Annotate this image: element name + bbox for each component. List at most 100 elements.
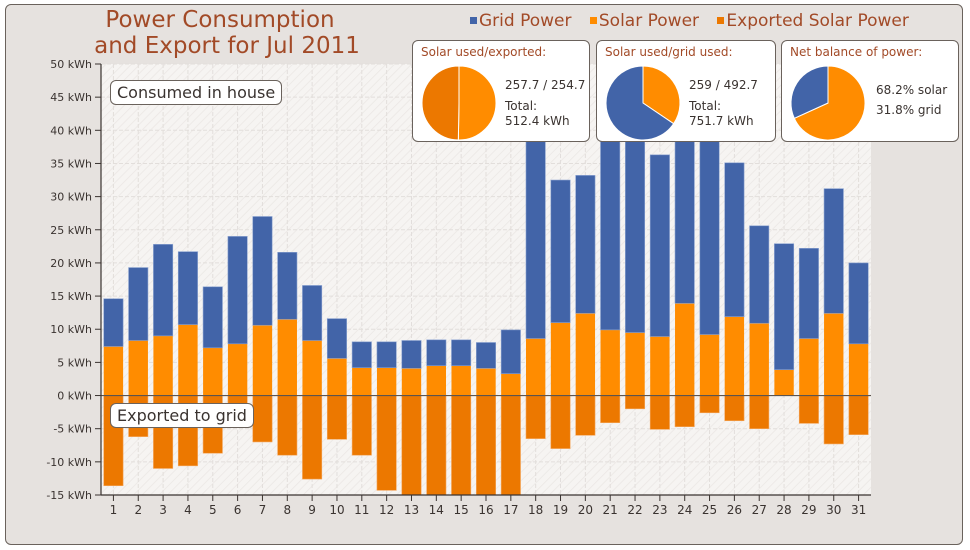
bar-grid-power[interactable] xyxy=(128,267,149,341)
bar-grid-power[interactable] xyxy=(724,162,745,317)
bar-exported-solar-power[interactable] xyxy=(848,395,869,435)
bar-exported-solar-power[interactable] xyxy=(575,395,596,436)
legend-item-grid-power[interactable]: Grid Power xyxy=(470,11,571,31)
pie-net-balance xyxy=(790,65,866,141)
pie-slice[interactable] xyxy=(605,65,675,141)
bar-exported-solar-power[interactable] xyxy=(500,395,521,498)
bar-exported-solar-power[interactable] xyxy=(823,395,844,445)
bar-exported-solar-power[interactable] xyxy=(451,395,472,498)
panel-grid-percent: 31.8% grid xyxy=(876,103,942,117)
bar-grid-power[interactable] xyxy=(823,188,844,314)
bar-exported-solar-power[interactable] xyxy=(426,395,447,498)
bar-exported-solar-power[interactable] xyxy=(351,395,372,456)
bar-grid-power[interactable] xyxy=(227,236,248,345)
bar-solar-power[interactable] xyxy=(376,367,397,396)
bar-solar-power[interactable] xyxy=(178,324,198,396)
bar-grid-power[interactable] xyxy=(426,339,447,366)
bar-solar-power[interactable] xyxy=(153,335,173,396)
bar-solar-power[interactable] xyxy=(675,303,695,396)
bar-solar-power[interactable] xyxy=(699,334,720,396)
bar-solar-power[interactable] xyxy=(525,338,546,396)
bar-solar-power[interactable] xyxy=(252,325,273,396)
bar-solar-power[interactable] xyxy=(103,346,124,396)
bar-solar-power[interactable] xyxy=(550,322,571,396)
bar-solar-power[interactable] xyxy=(600,329,620,396)
bar-exported-solar-power[interactable] xyxy=(798,395,819,424)
bar-grid-power[interactable] xyxy=(500,329,521,374)
bar-solar-power[interactable] xyxy=(476,368,496,396)
bar-solar-power[interactable] xyxy=(426,365,447,396)
bar-grid-power[interactable] xyxy=(177,251,198,325)
bar-exported-solar-power[interactable] xyxy=(252,395,273,443)
bar-exported-solar-power[interactable] xyxy=(724,395,745,422)
bar-exported-solar-power[interactable] xyxy=(699,395,720,414)
bar-exported-solar-power[interactable] xyxy=(376,395,397,491)
pie-slice[interactable] xyxy=(793,65,866,141)
bar-grid-power[interactable] xyxy=(103,298,124,347)
pie-slice[interactable] xyxy=(457,65,497,141)
bar-exported-solar-power[interactable] xyxy=(550,395,571,449)
panel-net-balance: Net balance of power: 68.2% solar 31.8% … xyxy=(781,40,959,142)
x-tick-label: 8 xyxy=(283,503,291,517)
bar-solar-power[interactable] xyxy=(401,368,422,396)
bar-solar-power[interactable] xyxy=(824,313,844,396)
bar-exported-solar-power[interactable] xyxy=(525,395,546,439)
bar-solar-power[interactable] xyxy=(277,319,297,396)
bar-solar-power[interactable] xyxy=(724,316,745,396)
bar-grid-power[interactable] xyxy=(476,342,496,369)
bar-solar-power[interactable] xyxy=(203,347,223,396)
x-tick-label: 1 xyxy=(110,503,118,517)
bar-grid-power[interactable] xyxy=(326,318,347,359)
bar-grid-power[interactable] xyxy=(351,341,372,368)
bar-grid-power[interactable] xyxy=(749,225,770,324)
bar-grid-power[interactable] xyxy=(153,244,174,337)
bar-solar-power[interactable] xyxy=(848,343,869,396)
bar-solar-power[interactable] xyxy=(501,373,521,396)
bar-exported-solar-power[interactable] xyxy=(649,395,670,430)
bar-grid-power[interactable] xyxy=(252,216,273,326)
pie-slice[interactable] xyxy=(642,65,681,125)
bar-solar-power[interactable] xyxy=(227,343,248,396)
pie-slice[interactable] xyxy=(421,65,460,141)
bar-exported-solar-power[interactable] xyxy=(476,395,496,498)
bar-exported-solar-power[interactable] xyxy=(600,395,621,424)
bar-grid-power[interactable] xyxy=(575,175,596,314)
legend-item-solar-power[interactable]: Solar Power xyxy=(589,11,700,31)
legend-label: Solar Power xyxy=(598,11,700,31)
pie-slice[interactable] xyxy=(790,65,829,119)
bar-grid-power[interactable] xyxy=(550,179,571,323)
bar-grid-power[interactable] xyxy=(649,154,670,337)
bar-exported-solar-power[interactable] xyxy=(326,395,347,440)
bar-solar-power[interactable] xyxy=(650,336,670,396)
y-tick-label: 5 kWh xyxy=(57,356,92,369)
bar-solar-power[interactable] xyxy=(451,365,471,396)
bar-solar-power[interactable] xyxy=(774,369,794,396)
bar-grid-power[interactable] xyxy=(451,339,472,366)
bar-grid-power[interactable] xyxy=(848,262,869,345)
bar-exported-solar-power[interactable] xyxy=(625,395,646,410)
bar-grid-power[interactable] xyxy=(774,243,795,370)
bar-exported-solar-power[interactable] xyxy=(401,395,422,498)
bar-grid-power[interactable] xyxy=(798,248,819,339)
bar-exported-solar-power[interactable] xyxy=(749,395,770,429)
bar-exported-solar-power[interactable] xyxy=(302,395,323,480)
legend-item-exported-solar-power[interactable]: Exported Solar Power xyxy=(717,11,909,31)
bar-grid-power[interactable] xyxy=(302,285,323,341)
bar-exported-solar-power[interactable] xyxy=(277,395,298,456)
bar-grid-power[interactable] xyxy=(376,341,397,368)
bar-solar-power[interactable] xyxy=(352,367,372,396)
bar-solar-power[interactable] xyxy=(128,340,148,396)
bar-grid-power[interactable] xyxy=(202,286,223,349)
bar-solar-power[interactable] xyxy=(625,332,645,396)
y-tick-label: 10 kWh xyxy=(50,323,92,336)
bar-grid-power[interactable] xyxy=(277,252,298,320)
bar-exported-solar-power[interactable] xyxy=(674,395,695,428)
bar-solar-power[interactable] xyxy=(799,338,819,396)
chart-title-line-1: Power Consumption xyxy=(105,7,335,33)
x-tick-label: 26 xyxy=(727,503,742,517)
bar-solar-power[interactable] xyxy=(327,358,347,396)
bar-solar-power[interactable] xyxy=(749,323,769,396)
bar-solar-power[interactable] xyxy=(575,313,596,396)
bar-solar-power[interactable] xyxy=(302,340,322,396)
bar-grid-power[interactable] xyxy=(401,340,422,369)
